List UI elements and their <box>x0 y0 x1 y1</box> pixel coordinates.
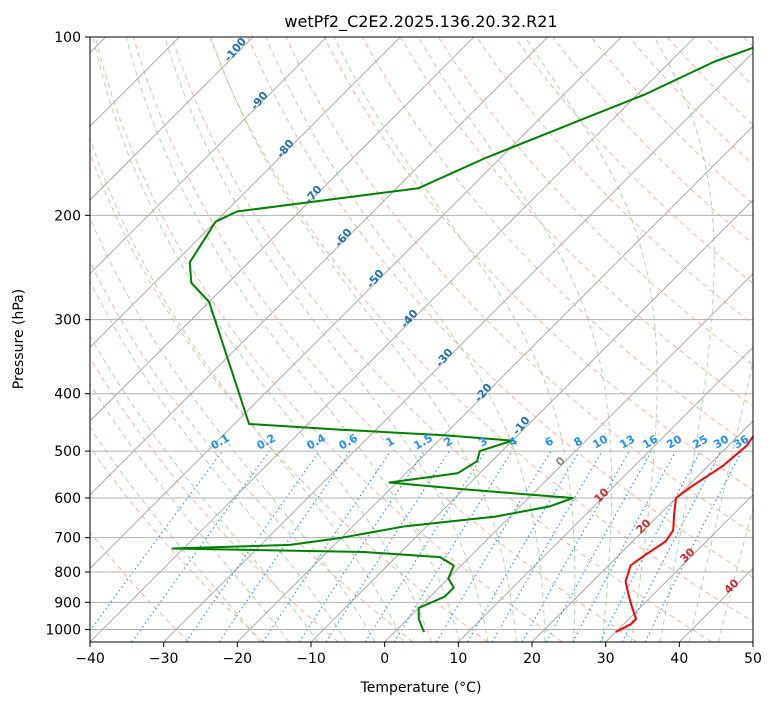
temperature-line <box>615 434 753 633</box>
y-axis-ticks: 100 200 300 400 500 600 700 800 900 1000 <box>45 30 90 638</box>
moist-adiabat <box>90 426 261 642</box>
x-tick-label: 30 <box>597 651 615 667</box>
y-tick-label: 400 <box>54 387 81 403</box>
moist-adiabat <box>265 37 546 642</box>
series-layer <box>171 46 753 633</box>
y-tick-label: 900 <box>54 595 81 611</box>
dry-adiabat <box>361 37 753 449</box>
y-tick-label: 700 <box>54 531 81 547</box>
isotherm-line <box>163 52 753 642</box>
moist-adiabat <box>90 334 319 642</box>
y-axis-label: Pressure (hPa) <box>11 289 27 389</box>
mixing-ratio-line <box>364 450 486 642</box>
mixing-ratio-line <box>393 450 513 642</box>
isotherm-line <box>458 346 753 642</box>
x-tick-label: 50 <box>744 651 762 667</box>
isotherm-line <box>90 37 622 569</box>
mixing-ratio-line <box>467 450 580 642</box>
dry-adiabat <box>209 37 753 623</box>
x-tick-label: 0 <box>380 651 389 667</box>
x-tick-label: −30 <box>149 651 179 667</box>
x-tick-label: 40 <box>670 651 688 667</box>
isotherm-line <box>90 37 401 348</box>
y-tick-label: 300 <box>54 313 81 329</box>
moist-adiabat-lines <box>90 37 753 642</box>
chart-title: wetPf2_C2E2.2025.136.20.32.R21 <box>284 12 557 32</box>
mixing-ratio-line <box>572 450 677 642</box>
moist-adiabat <box>418 37 613 642</box>
mixing-ratio-line <box>325 450 450 642</box>
mixing-ratio-line <box>185 450 320 642</box>
isotherm-line <box>90 37 475 422</box>
x-tick-label: −20 <box>223 651 253 667</box>
x-tick-label: −40 <box>75 651 105 667</box>
x-tick-label: 10 <box>449 651 467 667</box>
dry-adiabat <box>399 37 753 407</box>
isotherm-line <box>90 37 327 275</box>
dewpoint-line <box>171 46 753 633</box>
dry-adiabat <box>171 37 712 642</box>
isotherm-line <box>90 37 696 642</box>
x-axis-label: Temperature (°C) <box>360 680 482 696</box>
dry-adiabat <box>514 37 753 285</box>
mixing-ratio-line <box>218 450 351 642</box>
isotherm-line <box>90 37 254 201</box>
dry-adiabat <box>90 261 414 642</box>
isotherm-line <box>90 37 548 496</box>
y-tick-label: 200 <box>54 208 81 224</box>
moist-adiabat <box>333 37 576 642</box>
isotherm-line <box>237 125 753 642</box>
dry-adiabat <box>247 37 753 578</box>
y-tick-label: 500 <box>54 444 81 460</box>
dry-adiabat <box>90 531 190 642</box>
moist-adiabat <box>210 37 517 642</box>
moist-adiabat <box>90 136 404 642</box>
x-tick-label: 20 <box>523 651 541 667</box>
dry-adiabat <box>90 152 488 642</box>
isotherm-line <box>384 273 753 642</box>
mixing-ratio-line <box>599 450 701 642</box>
pressure-gridlines <box>90 37 753 630</box>
moist-adiabat <box>125 37 461 642</box>
dry-adiabat <box>94 37 563 642</box>
isotherm-line <box>605 494 753 642</box>
mixing-ratio-line <box>298 450 425 642</box>
mixing-ratio-line <box>262 450 392 642</box>
isotherm-line <box>531 420 753 642</box>
moist-adiabat <box>90 280 347 642</box>
moist-adiabat <box>90 216 376 642</box>
moist-adiabat <box>524 37 658 642</box>
y-tick-label: 100 <box>54 30 81 46</box>
y-tick-label: 1000 <box>45 622 81 638</box>
moist-adiabat <box>653 37 715 642</box>
x-tick-label: −10 <box>296 651 326 667</box>
plot-area: -100-90-80-70-60-50-40-30-20-100.1 0.2 0.4… <box>90 37 753 642</box>
dry-adiabat <box>90 446 264 642</box>
plot-frame <box>89 36 754 643</box>
isotherm-lines <box>90 37 753 642</box>
y-tick-label: 600 <box>54 491 81 507</box>
x-axis-ticks: −40 −30 −20 −10 0 10 20 30 40 50 <box>75 642 762 667</box>
y-tick-label: 800 <box>54 565 81 581</box>
